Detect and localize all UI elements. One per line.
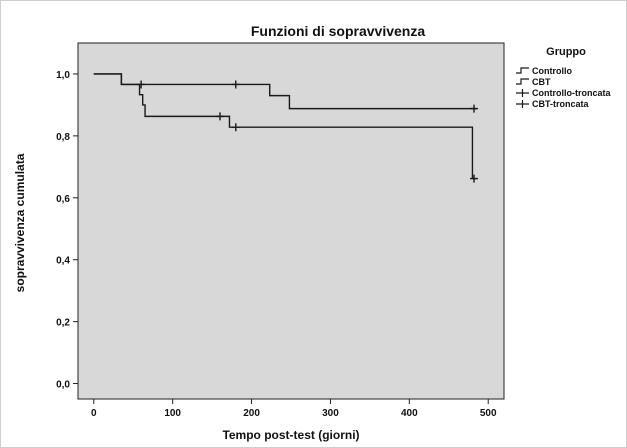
y-tick-label: 0,2	[56, 318, 70, 329]
y-tick-label: 0,6	[56, 194, 70, 205]
y-tick-label: 1,0	[56, 70, 70, 81]
series-layer	[93, 73, 479, 183]
y-tick-label: 0,4	[56, 256, 70, 267]
legend-label: CBT	[532, 77, 551, 87]
y-tick-label: 0,8	[56, 132, 70, 143]
x-tick-label: 200	[243, 408, 260, 419]
x-tick-label: 300	[322, 408, 339, 419]
censor-mark-cbt	[231, 80, 240, 89]
x-tick-label: 400	[401, 408, 418, 419]
legend-label: CBT-troncata	[532, 99, 589, 109]
legend-title: Gruppo	[546, 46, 586, 58]
y-tick-label: 0,0	[56, 380, 70, 391]
legend-censor-icon	[516, 100, 529, 108]
y-axis: 0,0 0,2 0,4 0,6 0,8 1,0	[56, 70, 78, 391]
legend-censor-icon	[516, 89, 529, 97]
plot-area	[77, 42, 505, 400]
x-tick-label: 500	[480, 408, 497, 419]
censor-mark-cbt	[470, 104, 479, 113]
censor-mark-controllo	[216, 112, 224, 121]
chart-title: Funzioni di sopravvivenza	[251, 23, 425, 39]
censor-mark-cbt	[137, 80, 146, 89]
censor-mark-controllo	[231, 123, 240, 132]
legend-label: Controllo	[532, 66, 572, 76]
legend-step-icon	[516, 67, 529, 74]
censor-mark-controllo	[470, 174, 479, 183]
series-line-cbt	[93, 73, 477, 110]
x-tick-label: 0	[91, 408, 97, 419]
legend-label: Controllo-troncata	[532, 88, 611, 98]
x-tick-label: 100	[164, 408, 181, 419]
legend-step-icon	[516, 78, 529, 85]
legend: Gruppo ControlloCBTControllo-troncataCBT…	[516, 46, 611, 109]
x-axis: 0 100 200 300 400 500	[91, 399, 497, 419]
y-axis-title: sopravvivenza cumulata	[13, 153, 27, 292]
x-axis-title: Tempo post-test (giorni)	[222, 428, 359, 442]
